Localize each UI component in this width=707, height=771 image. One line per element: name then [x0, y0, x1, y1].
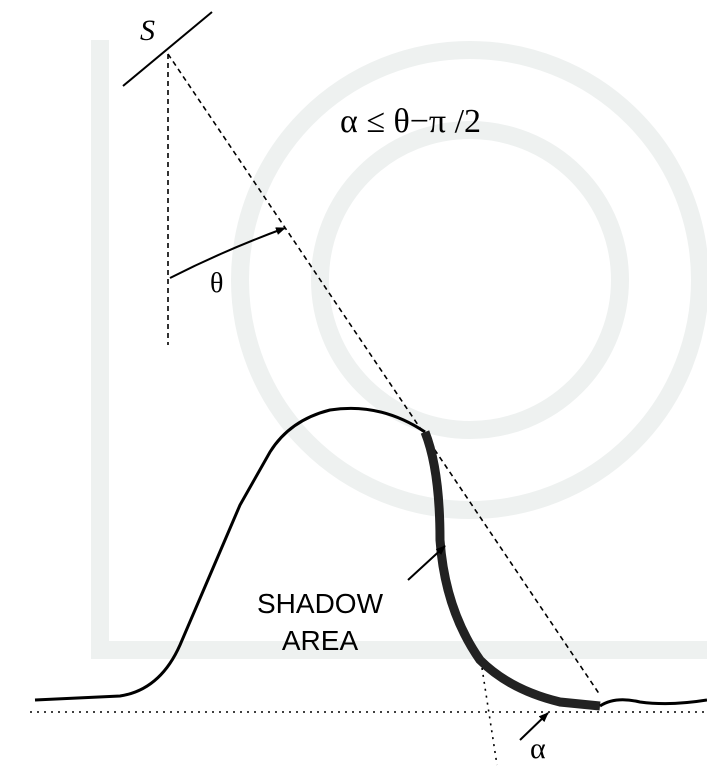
sensor-label: S — [140, 14, 155, 47]
diagram: S θ α ≤ θ−π /2 SHADOW AREA α — [0, 0, 707, 771]
alpha-label: α — [530, 732, 546, 765]
area-label: AREA — [282, 625, 359, 656]
condition-formula: α ≤ θ−π /2 — [340, 103, 481, 140]
shadow-label: SHADOW — [257, 588, 384, 619]
theta-label: θ — [210, 268, 223, 299]
